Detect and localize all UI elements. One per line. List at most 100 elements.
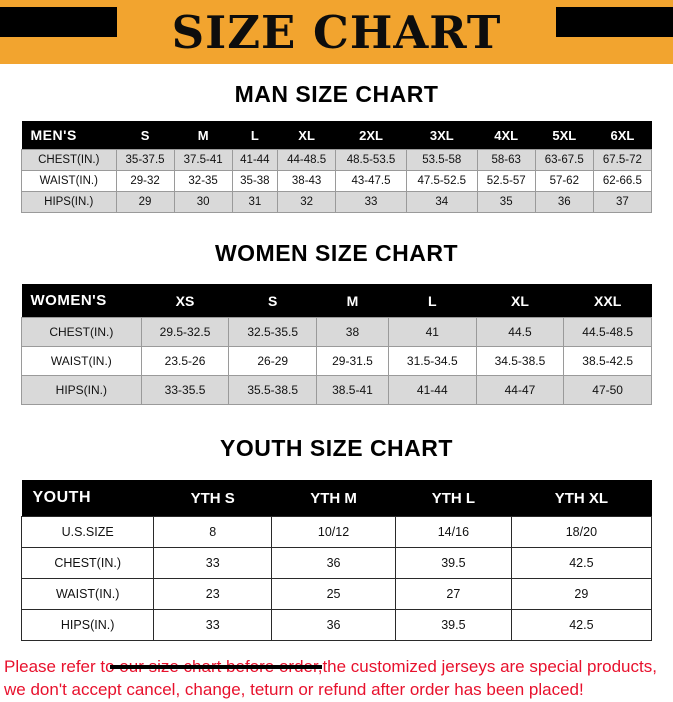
women-size-header-cell: XXL [563,284,652,318]
women-size-header-cell: L [388,284,477,318]
youth-value-cell: 33 [153,547,273,579]
women-value-cell: 34.5-38.5 [475,346,565,376]
youth-row-label: CHEST(IN.) [20,547,155,579]
mens-value-cell: 35-38 [231,170,279,192]
youth-value-cell: 39.5 [395,547,512,579]
man-size-chart-heading: MAN SIZE CHART [234,81,439,107]
mens-value-cell: 48.5-53.5 [335,149,407,171]
women-value-cell: 32.5-35.5 [228,317,318,347]
youth-value-cell: 42.5 [510,547,653,579]
youth-value-cell: 36 [271,547,396,579]
women-size-header-cell: XL [476,284,564,318]
mens-row-label: HIPS(IN.) [21,191,117,213]
women-measurement-row: WAIST(IN.) 23.5-26 26-29 29-31.5 31.5-34.5 34… [21,346,652,376]
youth-row-label: HIPS(IN.) [20,609,155,641]
mens-value-cell: 36 [534,191,594,213]
youth-value-cell: 23 [153,578,273,610]
youth-value-cell: 29 [510,578,653,610]
mens-value-cell: 67.5-72 [592,149,653,171]
mens-size-header-cell: 2XL [335,121,407,150]
mens-size-header-cell: 6XL [593,121,652,150]
women-value-cell: 31.5-34.5 [387,346,477,376]
page-title: SIZE CHART [171,5,502,59]
mens-value-cell: 37.5-41 [173,149,233,171]
mens-measurement-row: WAIST(IN.) 29-32 32-35 35-38 38-43 43-47.5 47.… [21,170,653,192]
youth-measurement-row: HIPS(IN.) 33 36 39.5 42.5 [20,609,653,641]
women-value-cell: 44.5-48.5 [563,317,652,347]
mens-size-table-wrap: MEN'S S M L XL 2XL 3XL 4XL 5XL 6XL CHEST(IN.) 35-37… [21,121,653,213]
youth-size-chart-heading: YOUTH SIZE CHART [220,435,453,461]
women-header-row: WOMEN'S XS S M L XL XXL [21,284,652,318]
women-value-cell: 41 [387,317,477,347]
women-row-label: CHEST(IN.) [21,317,142,347]
banner-corner-left [0,7,117,37]
mens-value-cell: 63-67.5 [534,149,594,171]
mens-size-header-cell: S [116,121,175,150]
women-value-cell: 29-31.5 [316,346,389,376]
mens-value-cell: 53.5-58 [405,149,478,171]
women-size-table: WOMEN'S XS S M L XL XXL CHEST(IN.) 29.5-32.5 32.5… [21,284,652,405]
youth-value-cell: 14/16 [395,516,512,548]
women-value-cell: 38.5-41 [316,375,389,405]
mens-value-cell: 30 [173,191,233,213]
youth-size-header-cell: YTH L [395,480,512,517]
mens-size-header-cell: XL [277,121,336,150]
women-table-title-cell: WOMEN'S [21,284,142,318]
youth-size-table: YOUTH YTH S YTH M YTH L YTH XL U.S.SIZE 8 10/12… [20,480,653,641]
mens-value-cell: 33 [335,191,407,213]
women-size-chart-heading: WOMEN SIZE CHART [214,240,459,266]
women-row-label: HIPS(IN.) [21,375,142,405]
youth-value-cell: 10/12 [271,516,396,548]
bottom-black-bar [110,665,322,669]
women-row-label: WAIST(IN.) [21,346,142,376]
banner-corner-right [556,7,673,37]
disclaimer-line-2: we don't accept cancel, change, teturn o… [4,679,584,699]
disclaimer-line-1: Please refer to our size chart before or… [4,657,657,676]
youth-value-cell: 42.5 [510,609,653,641]
mens-table-title-cell: MEN'S [21,121,116,150]
mens-size-header-cell: L [232,121,278,150]
mens-value-cell: 35-37.5 [115,149,175,171]
mens-value-cell: 57-62 [534,170,594,192]
women-value-cell: 47-50 [563,375,652,405]
youth-value-cell: 33 [153,609,273,641]
mens-measurement-row: HIPS(IN.) 29 30 31 32 33 34 35 36 37 [21,191,653,213]
mens-value-cell: 58-63 [476,149,536,171]
mens-header-row: MEN'S S M L XL 2XL 3XL 4XL 5XL 6XL [21,121,652,150]
mens-value-cell: 38-43 [277,170,337,192]
women-value-cell: 38.5-42.5 [563,346,652,376]
youth-measurement-row: U.S.SIZE 8 10/12 14/16 18/20 [20,516,653,548]
youth-size-header-cell: YTH S [153,480,272,517]
youth-table-title-cell: YOUTH [21,480,154,517]
women-value-cell: 29.5-32.5 [140,317,230,347]
women-measurement-row: CHEST(IN.) 29.5-32.5 32.5-35.5 38 41 44.5 44.5… [21,317,652,347]
mens-row-label: WAIST(IN.) [21,170,117,192]
mens-size-header-cell: M [174,121,233,150]
women-value-cell: 38 [316,317,389,347]
youth-size-header-cell: YTH XL [511,480,652,517]
mens-value-cell: 35 [476,191,536,213]
mens-value-cell: 44-48.5 [277,149,337,171]
mens-size-table: MEN'S S M L XL 2XL 3XL 4XL 5XL 6XL CHEST(IN.) 35-37… [21,121,653,213]
women-value-cell: 44.5 [475,317,565,347]
mens-value-cell: 47.5-52.5 [405,170,478,192]
women-size-header-cell: S [228,284,317,318]
youth-row-label: WAIST(IN.) [20,578,155,610]
mens-value-cell: 52.5-57 [476,170,536,192]
mens-value-cell: 32 [277,191,337,213]
mens-value-cell: 41-44 [231,149,279,171]
mens-size-header-cell: 5XL [535,121,594,150]
mens-value-cell: 43-47.5 [335,170,407,192]
mens-size-header-cell: 3XL [406,121,478,150]
mens-value-cell: 29 [115,191,175,213]
youth-value-cell: 25 [271,578,396,610]
women-value-cell: 33-35.5 [140,375,230,405]
youth-header-row: YOUTH YTH S YTH M YTH L YTH XL [21,480,652,517]
youth-size-header-cell: YTH M [271,480,396,517]
women-size-table-wrap: WOMEN'S XS S M L XL XXL CHEST(IN.) 29.5-32.5 32.5… [21,284,652,405]
youth-value-cell: 36 [271,609,396,641]
women-value-cell: 41-44 [387,375,477,405]
mens-size-header-cell: 4XL [477,121,536,150]
mens-measurement-row: CHEST(IN.) 35-37.5 37.5-41 41-44 44-48.5 48.5… [21,149,653,171]
women-value-cell: 35.5-38.5 [228,375,318,405]
